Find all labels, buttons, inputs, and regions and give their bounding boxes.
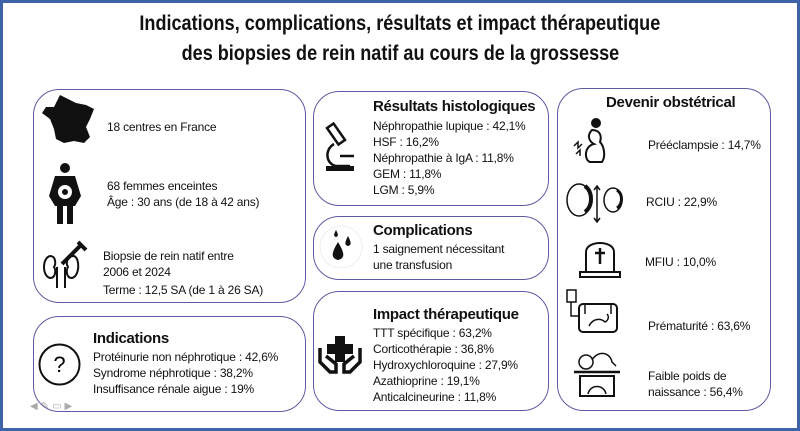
biopsy-text-1: Biopsie de rein natif entre: [103, 249, 234, 263]
histology-item: HSF : 16,2%: [373, 135, 439, 149]
france-map-icon: [42, 95, 94, 143]
age-text: Âge : 30 ans (de 18 à 42 ans): [107, 195, 260, 209]
obstetric-heading: Devenir obstétrical: [606, 94, 736, 111]
tombstone-icon: [579, 242, 621, 278]
therapeutic-item: TTT spécifique : 63,2%: [373, 326, 492, 340]
incubator-icon: [566, 289, 618, 333]
slide-nav-toolbar: ◀ ✎ ▭ ▶: [30, 401, 72, 412]
title-line-2: des biopsies de rein natif au cours de l…: [0, 42, 800, 66]
blood-drops-icon: [319, 225, 363, 269]
pregnant-woman-icon: [49, 163, 81, 224]
therapeutic-item: Anticalcineurine : 11,8%: [373, 390, 497, 404]
centres-text: 18 centres en France: [107, 120, 217, 134]
hands-medical-cross-icon: [318, 336, 362, 374]
preeclampsia-text: Prééclampsie : 14,7%: [648, 138, 761, 152]
histology-item: LGM : 5,9%: [373, 183, 435, 197]
baby-scale-icon: [574, 352, 620, 397]
rciu-text: RCIU : 22,9%: [646, 195, 717, 209]
histology-item: Néphropathie à IgA : 11,8%: [373, 151, 514, 165]
biopsy-text-2: 2006 et 2024: [103, 265, 171, 279]
kidney-syringe-icon: [43, 240, 88, 288]
title-line-1: Indications, complications, résultats et…: [0, 12, 800, 36]
therapeutic-box: [313, 291, 549, 411]
svg-text:?: ?: [53, 352, 65, 377]
pen-icon[interactable]: ✎: [40, 401, 50, 412]
complications-heading: Complications: [373, 222, 473, 239]
fetal-growth-restriction-icon: [566, 183, 623, 224]
histology-item: Néphropathie lupique : 42,1%: [373, 119, 526, 133]
microscope-icon: [325, 122, 354, 171]
complications-text-1: 1 saignement nécessitant: [373, 242, 505, 256]
title-text-2: des biopsies de rein natif au cours de l…: [181, 42, 619, 65]
complications-text-2: une transfusion: [373, 258, 453, 272]
women-text: 68 femmes enceintes: [107, 179, 218, 193]
arrow-left-icon[interactable]: ◀: [30, 401, 38, 412]
histology-box: [313, 91, 549, 206]
preeclampsia-woman-icon: [573, 118, 606, 163]
obstetric-box: [557, 88, 771, 411]
arrow-right-icon[interactable]: ▶: [64, 401, 73, 412]
low-birth-weight-text-1: Faible poids de: [648, 369, 727, 383]
prematurity-text: Prématurité : 63,6%: [648, 319, 751, 333]
indication-item: Insuffisance rénale aigue : 19%: [93, 382, 255, 396]
therapeutic-item: Azathioprine : 19,1%: [373, 374, 480, 388]
histology-heading: Résultats histologiques: [373, 98, 536, 115]
low-birth-weight-text-2: naissance : 56,4%: [648, 385, 743, 399]
question-mark-icon: ?: [38, 343, 81, 386]
indication-item: Syndrome néphrotique : 38,2%: [93, 366, 253, 380]
title-text-1: Indications, complications, résultats et…: [139, 12, 661, 35]
term-text: Terme : 12,5 SA (de 1 à 26 SA): [103, 283, 264, 297]
indication-item: Protéinurie non néphrotique : 42,6%: [93, 350, 279, 364]
therapeutic-item: Hydroxychloroquine : 27,9%: [373, 358, 518, 372]
therapeutic-heading: Impact thérapeutique: [373, 306, 519, 323]
slide-icon[interactable]: ▭: [52, 401, 62, 412]
indications-heading: Indications: [93, 330, 169, 347]
histology-item: GEM : 11,8%: [373, 167, 442, 181]
mfiu-text: MFIU : 10,0%: [645, 255, 716, 269]
therapeutic-item: Corticothérapie : 36,8%: [373, 342, 494, 356]
